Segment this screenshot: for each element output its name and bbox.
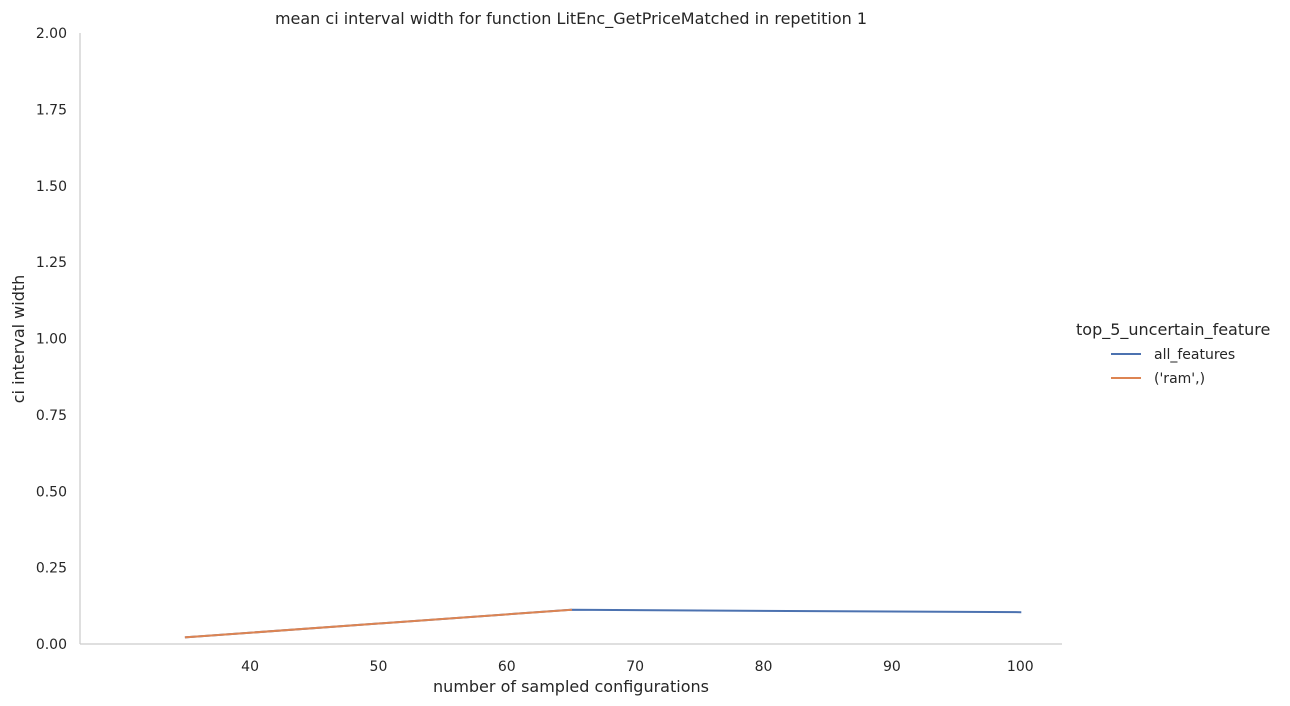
x-axis-label: number of sampled configurations [433, 677, 709, 696]
series-lines [184, 608, 1022, 639]
legend-title: top_5_uncertain_feature [1076, 320, 1270, 340]
x-tick-label: 40 [241, 659, 259, 675]
chart-title: mean ci interval width for function LitE… [275, 9, 867, 29]
legend-item: ('ram',) [1111, 371, 1205, 387]
y-tick-label: 0.75 [36, 408, 67, 424]
series-line-0 [184, 608, 1022, 639]
plot-area: 0.00 0.25 0.50 0.75 1.00 1.25 1.50 1.75 2.00 40 5… [36, 26, 1062, 675]
legend-item: all_features [1111, 347, 1235, 363]
y-tick-label: 1.75 [36, 102, 67, 118]
legend-label: all_features [1154, 347, 1235, 363]
y-tick-label: 0.00 [36, 637, 67, 653]
y-tick-label: 1.50 [36, 179, 67, 195]
y-axis-ticks: 0.00 0.25 0.50 0.75 1.00 1.25 1.50 1.75 2.00 [36, 26, 67, 653]
x-axis-ticks: 40 50 60 70 80 90 100 [241, 659, 1033, 675]
x-tick-label: 80 [755, 659, 773, 675]
series-line-1 [184, 608, 573, 639]
x-tick-label: 60 [498, 659, 516, 675]
y-tick-label: 0.25 [36, 561, 67, 577]
legend: top_5_uncertain_feature all_features ('ra… [1076, 320, 1270, 387]
y-tick-label: 0.50 [36, 484, 67, 500]
legend-items: all_features ('ram',) [1111, 347, 1235, 387]
legend-label: ('ram',) [1154, 371, 1205, 387]
y-tick-label: 1.25 [36, 255, 67, 271]
y-tick-label: 2.00 [36, 26, 67, 42]
x-tick-label: 50 [370, 659, 388, 675]
y-tick-label: 1.00 [36, 332, 67, 348]
y-axis-label: ci interval width [9, 275, 28, 404]
x-tick-label: 100 [1007, 659, 1034, 675]
x-tick-label: 90 [883, 659, 901, 675]
x-tick-label: 70 [626, 659, 644, 675]
